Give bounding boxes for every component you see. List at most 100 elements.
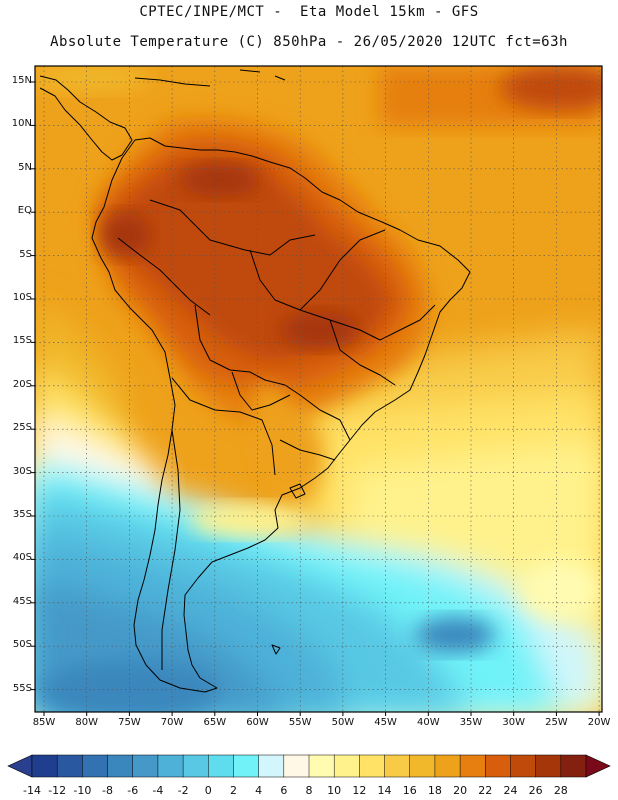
lat-label: 10N bbox=[11, 118, 32, 130]
falklands bbox=[271, 644, 281, 655]
colorbar-tick-label: 24 bbox=[503, 784, 518, 797]
lon-label: 35W bbox=[459, 717, 483, 728]
chart-title-line2: Absolute Temperature (C) 850hPa - 26/05/… bbox=[50, 34, 568, 50]
lon-label: 30W bbox=[502, 717, 525, 728]
state-border bbox=[299, 229, 386, 311]
lon-label: 20W bbox=[587, 717, 611, 728]
lon-label: 85W bbox=[32, 717, 56, 728]
colorbar-swatch bbox=[384, 754, 411, 778]
colorbar-tick-label: 26 bbox=[528, 784, 543, 797]
country-border bbox=[231, 371, 291, 411]
colorbar bbox=[7, 754, 611, 778]
lagoa-dos-patos bbox=[289, 483, 306, 499]
country-border bbox=[161, 429, 181, 670]
colorbar-swatch bbox=[283, 754, 310, 778]
colorbar-tick-label: 16 bbox=[402, 784, 417, 797]
lat-label: 15S bbox=[12, 335, 32, 347]
colorbar-tick-label: 12 bbox=[352, 784, 367, 797]
colorbar-tick-label: 10 bbox=[327, 784, 342, 797]
state-border bbox=[279, 439, 336, 461]
chart-title-line1: CPTEC/INPE/MCT - Eta Model 15km - GFS bbox=[139, 4, 479, 20]
graticule bbox=[35, 66, 602, 712]
country-border bbox=[149, 199, 316, 256]
lon-label: 80W bbox=[75, 717, 98, 728]
colorbar-swatch bbox=[157, 754, 184, 778]
colorbar-tick-label: 22 bbox=[478, 784, 493, 797]
colorbar-tick-label: -8 bbox=[102, 784, 114, 797]
lat-label: 50S bbox=[12, 639, 32, 651]
colorbar-swatch bbox=[333, 754, 360, 778]
lat-label: 5S bbox=[19, 248, 32, 260]
colorbar-swatch bbox=[459, 754, 486, 778]
colorbar-tick-label: -12 bbox=[48, 784, 67, 797]
lon-label: 75W bbox=[118, 717, 141, 728]
colorbar-swatch bbox=[107, 754, 134, 778]
colorbar-swatch bbox=[233, 754, 260, 778]
lon-label: 45W bbox=[374, 717, 397, 728]
colorbar-swatch bbox=[31, 754, 58, 778]
state-border bbox=[329, 319, 396, 386]
lon-label: 70W bbox=[160, 717, 184, 728]
colorbar-swatch bbox=[409, 754, 436, 778]
colorbar-swatch bbox=[132, 754, 159, 778]
country-border bbox=[117, 237, 211, 316]
colorbar-tick-label: 6 bbox=[280, 784, 288, 797]
lon-label: 55W bbox=[288, 717, 312, 728]
country-border bbox=[171, 377, 276, 476]
colorbar-tick-label: 20 bbox=[453, 784, 468, 797]
colorbar-tick-label: 8 bbox=[305, 784, 313, 797]
colorbar-swatch bbox=[535, 754, 562, 778]
colorbar-tick-label: 28 bbox=[553, 784, 568, 797]
lat-label: 15N bbox=[11, 75, 32, 86]
colorbar-swatch bbox=[258, 754, 285, 778]
map-frame bbox=[34, 65, 603, 713]
lat-label: 25S bbox=[12, 422, 32, 434]
lat-label: 55S bbox=[12, 682, 32, 694]
colorbar-swatch bbox=[56, 754, 83, 778]
lat-label: 5N bbox=[18, 161, 32, 173]
colorbar-swatch bbox=[182, 754, 209, 778]
lat-label: 45S bbox=[12, 595, 32, 607]
country-border bbox=[194, 304, 286, 386]
colorbar-low-arrow bbox=[7, 754, 33, 778]
colorbar-tick-label: -2 bbox=[177, 784, 189, 797]
colorbar-swatch bbox=[510, 754, 537, 778]
colorbar-tick-label: -10 bbox=[73, 784, 92, 797]
lon-label: 60W bbox=[246, 717, 269, 728]
colorbar-swatch bbox=[208, 754, 235, 778]
country-border bbox=[284, 384, 351, 441]
colorbar-swatch bbox=[82, 754, 109, 778]
colorbar-swatch bbox=[560, 754, 587, 778]
lon-label: 40W bbox=[416, 717, 440, 728]
central-america-coastline bbox=[39, 75, 133, 161]
lat-label: 10S bbox=[12, 292, 32, 303]
lat-label: 30S bbox=[12, 465, 32, 477]
colorbar-tick-label: -4 bbox=[152, 784, 164, 797]
south-america-coastline bbox=[91, 137, 471, 693]
caribbean-islands bbox=[134, 69, 286, 87]
colorbar-swatch bbox=[308, 754, 335, 778]
colorbar-swatch bbox=[359, 754, 386, 778]
lat-label: 35S bbox=[12, 509, 32, 520]
colorbar-swatch bbox=[434, 754, 461, 778]
state-border bbox=[379, 304, 436, 341]
colorbar-tick-label: 0 bbox=[204, 784, 212, 797]
lat-label: EQ bbox=[17, 205, 32, 217]
temperature-field bbox=[35, 66, 602, 712]
colorbar-high-arrow bbox=[585, 754, 611, 778]
axis-ticks bbox=[31, 81, 600, 716]
lat-label: 40S bbox=[12, 552, 32, 564]
colorbar-tick-label: 2 bbox=[229, 784, 237, 797]
coastlines bbox=[39, 69, 471, 693]
lat-label: 20S bbox=[12, 378, 32, 390]
colorbar-swatch bbox=[485, 754, 512, 778]
lon-label: 25W bbox=[545, 717, 568, 728]
lon-label: 50W bbox=[331, 717, 355, 728]
colorbar-tick-label: -6 bbox=[127, 784, 139, 797]
colorbar-tick-label: 4 bbox=[255, 784, 263, 797]
colorbar-tick-label: -14 bbox=[23, 784, 41, 797]
colorbar-tick-label: 14 bbox=[377, 784, 392, 797]
lon-label: 65W bbox=[203, 717, 227, 728]
colorbar-tick-label: 18 bbox=[427, 784, 442, 797]
